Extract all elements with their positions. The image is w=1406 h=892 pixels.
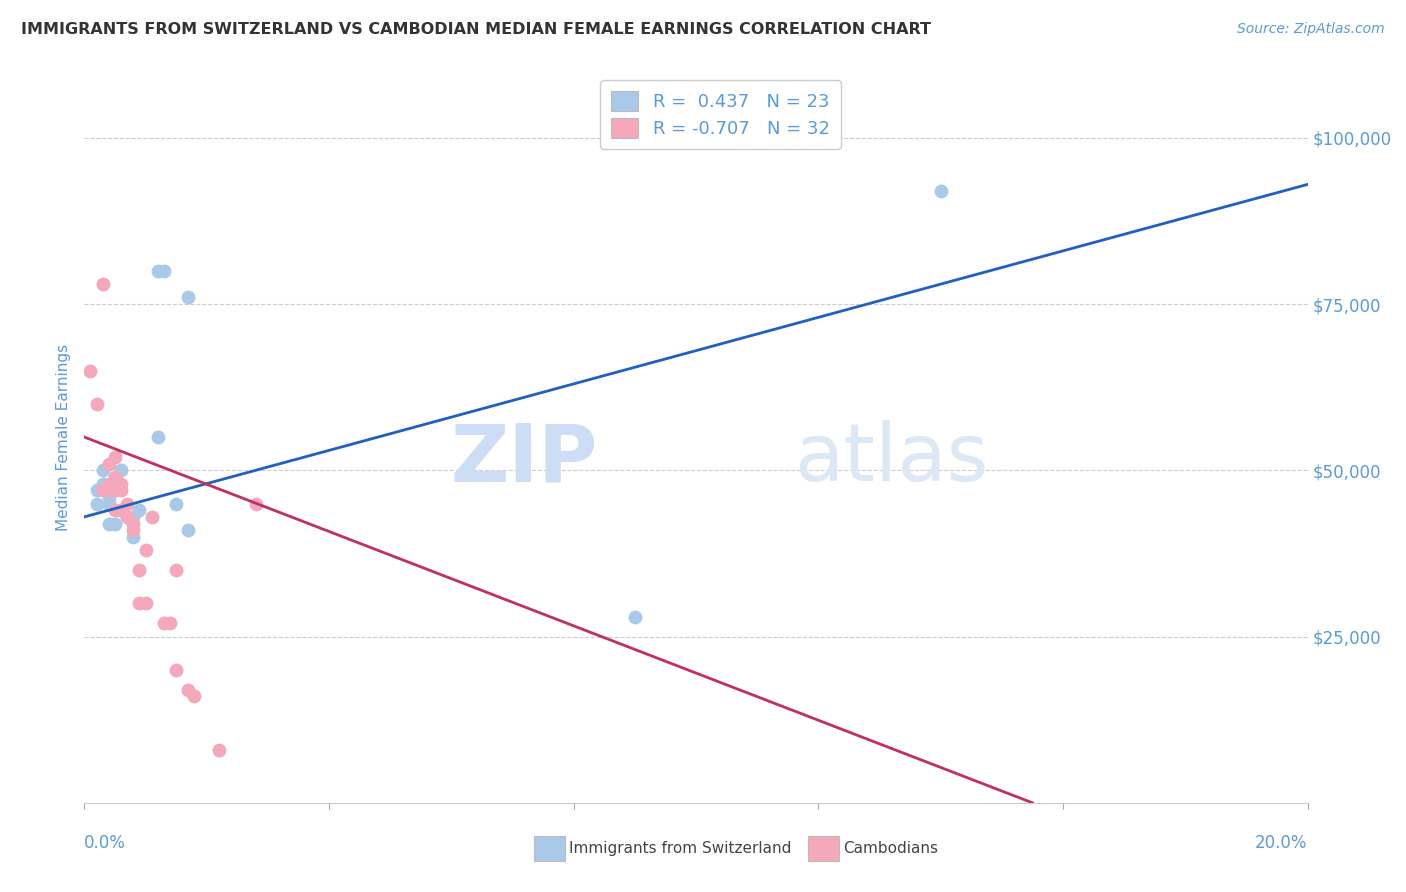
Point [146,430,169,444]
Point [97,457,120,471]
Point [104,516,127,531]
Point [104,476,127,491]
Point [159,616,181,631]
Text: Cambodians: Cambodians [844,841,939,855]
Point [624,609,647,624]
Point [97,490,120,504]
Point [165,663,187,677]
Point [104,483,127,498]
Point [104,470,127,484]
Point [122,530,145,544]
Point [115,497,138,511]
Point [97,516,120,531]
Y-axis label: Median Female Earnings: Median Female Earnings [56,343,72,531]
Point [177,290,200,304]
Point [104,450,127,464]
Point [177,523,200,537]
Point [128,596,150,610]
Point [122,523,145,537]
Point [91,483,114,498]
Point [115,509,138,524]
Point [165,563,187,577]
Point [104,476,127,491]
Point [86,483,108,498]
Point [110,463,132,477]
Point [128,503,150,517]
Text: IMMIGRANTS FROM SWITZERLAND VS CAMBODIAN MEDIAN FEMALE EARNINGS CORRELATION CHAR: IMMIGRANTS FROM SWITZERLAND VS CAMBODIAN… [21,22,931,37]
Point [97,497,120,511]
Point [929,184,952,198]
Point [122,509,145,524]
Point [91,463,114,477]
Point [135,596,157,610]
Text: Source: ZipAtlas.com: Source: ZipAtlas.com [1237,22,1385,37]
Point [245,497,267,511]
Point [128,563,150,577]
Point [208,742,231,756]
Point [115,509,138,524]
Legend: R =  0.437   N = 23, R = -0.707   N = 32: R = 0.437 N = 23, R = -0.707 N = 32 [600,80,841,149]
Point [91,476,114,491]
Text: 0.0%: 0.0% [84,834,127,852]
Point [141,509,163,524]
Point [86,397,108,411]
Point [165,497,187,511]
Point [97,476,120,491]
Point [177,682,200,697]
Point [110,483,132,498]
Text: Immigrants from Switzerland: Immigrants from Switzerland [569,841,792,855]
Point [122,516,145,531]
Text: atlas: atlas [794,420,988,498]
Text: ZIP: ZIP [451,420,598,498]
Point [153,264,176,278]
Text: 20.0%: 20.0% [1256,834,1308,852]
Point [79,363,101,377]
Point [97,483,120,498]
Point [135,543,157,558]
Point [86,497,108,511]
Point [146,264,169,278]
Point [104,503,127,517]
Point [110,476,132,491]
Point [110,503,132,517]
Point [104,476,127,491]
Point [91,277,114,292]
Point [153,616,176,631]
Point [183,690,205,704]
